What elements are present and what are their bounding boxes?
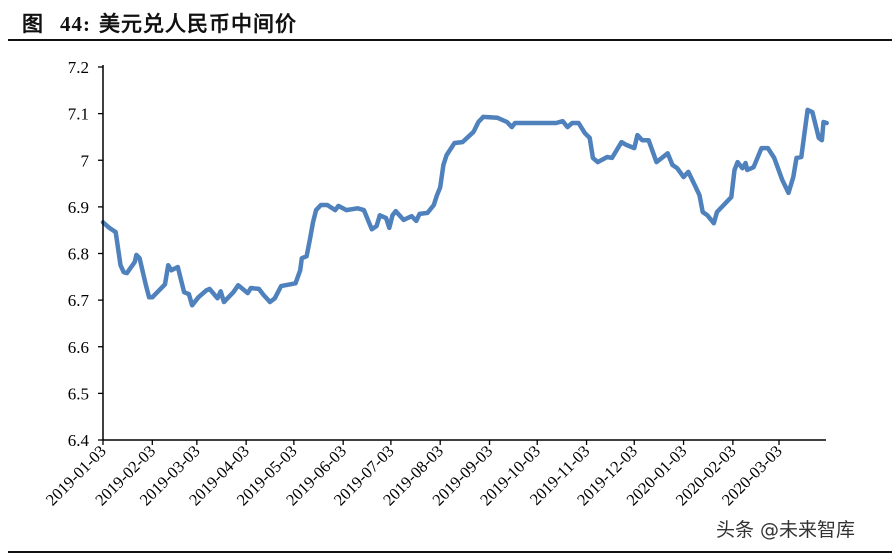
- y-tick-label: 6.6: [68, 338, 89, 357]
- bottom-rule: [8, 551, 892, 553]
- figure-label: 图: [22, 12, 44, 36]
- watermark: 头条 @未来智库: [716, 519, 856, 541]
- figure-title: 图 44: 美元兑人民币中间价: [22, 8, 297, 38]
- y-tick-label: 7.1: [68, 105, 89, 124]
- y-axis: 6.4 6.5 6.6 6.7 6.8 6.9 7 7.1 7.2: [68, 58, 103, 450]
- figure-number: 44:: [60, 12, 91, 36]
- y-tick-label: 6.5: [68, 384, 89, 403]
- y-tick-label: 6.7: [68, 291, 90, 310]
- y-tick-label: 7.2: [68, 58, 89, 77]
- y-tick-label: 6.8: [68, 245, 89, 264]
- y-tick-label: 7: [81, 151, 90, 170]
- y-tick-label: 6.9: [68, 198, 89, 217]
- x-axis: 2019-01-032019-02-032019-03-032019-04-03…: [42, 440, 786, 509]
- y-tick-label: 6.4: [68, 431, 90, 450]
- figure-title-text: 美元兑人民币中间价: [99, 12, 297, 36]
- series-line: [100, 107, 829, 308]
- title-rule: [8, 39, 892, 41]
